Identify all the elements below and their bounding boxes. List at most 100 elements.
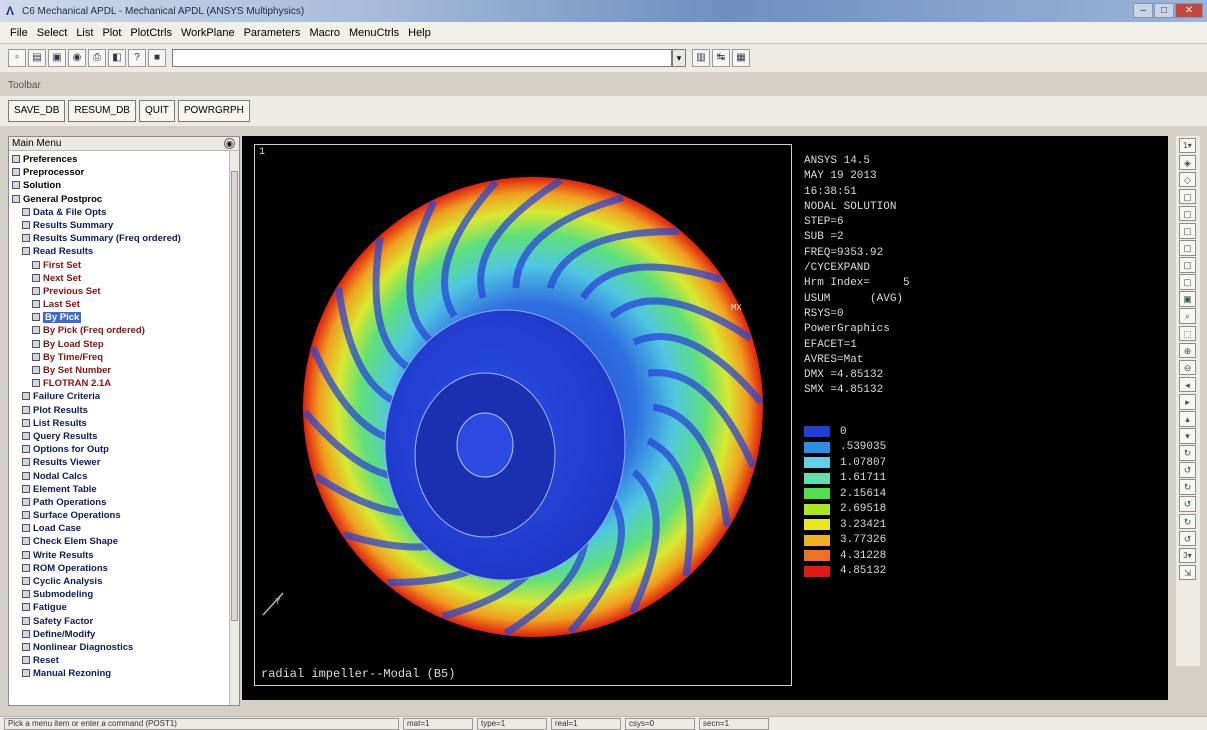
menu-file[interactable]: File — [10, 26, 28, 39]
menu-item[interactable]: Last Set — [12, 298, 239, 311]
menu-item[interactable]: ROM Operations — [12, 562, 239, 575]
menu-item[interactable]: General Postproc — [12, 193, 239, 206]
menu-item[interactable]: First Set — [12, 259, 239, 272]
pan-right-icon[interactable]: ▸ — [1179, 393, 1196, 410]
menu-item[interactable]: Cyclic Analysis — [12, 575, 239, 588]
zoom-rate-selector[interactable]: 3▾ — [1179, 547, 1196, 564]
dynamic-mode-icon[interactable]: ⇲ — [1179, 564, 1196, 581]
pan-left-icon[interactable]: ◂ — [1179, 376, 1196, 393]
top-view-icon[interactable]: ▢ — [1179, 222, 1196, 239]
menu-item[interactable]: Results Viewer — [12, 456, 239, 469]
report-icon[interactable]: ◧ — [108, 49, 126, 67]
menu-macro[interactable]: Macro — [309, 26, 340, 39]
fit-view-icon[interactable]: ▣ — [1179, 291, 1196, 307]
menu-item[interactable]: Options for Outp — [12, 443, 239, 456]
collapse-icon[interactable]: ◉ — [224, 138, 235, 149]
menu-item[interactable]: Fatigue — [12, 601, 239, 614]
left-view-icon[interactable]: ▢ — [1179, 257, 1196, 273]
rotate-y-plus-icon[interactable]: ↻ — [1179, 479, 1196, 495]
save-icon[interactable]: ▣ — [48, 49, 66, 67]
box-zoom-icon[interactable]: ⬚ — [1179, 325, 1196, 342]
menu-item[interactable]: Results Summary (Freq ordered) — [12, 232, 239, 245]
menu-item[interactable]: List Results — [12, 417, 239, 430]
pan-down-icon[interactable]: ▾ — [1179, 428, 1196, 444]
quit-button[interactable]: QUIT — [138, 100, 175, 122]
pan-zoom-icon[interactable]: ◉ — [68, 49, 86, 67]
graphics-window[interactable]: 1 — [242, 136, 1168, 700]
menu-item[interactable]: Check Elem Shape — [12, 535, 239, 548]
menu-item[interactable]: Preferences — [12, 153, 239, 166]
zoom-out-icon[interactable]: ⊖ — [1179, 359, 1196, 376]
rotate-x-minus-icon[interactable]: ↺ — [1179, 462, 1196, 478]
menu-item[interactable]: Results Summary — [12, 219, 239, 232]
maximize-button[interactable]: □ — [1154, 3, 1174, 18]
powergraphics-button[interactable]: POWRGRPH — [177, 100, 250, 122]
window-selector[interactable]: 1▾ — [1179, 137, 1196, 154]
zoom-icon[interactable]: ⌕ — [1179, 308, 1196, 325]
menu-item[interactable]: Surface Operations — [12, 509, 239, 522]
command-window-icon[interactable]: ↹ — [712, 49, 730, 67]
menu-item[interactable]: Path Operations — [12, 496, 239, 509]
menu-plot[interactable]: Plot — [102, 26, 122, 39]
rotate-y-minus-icon[interactable]: ↺ — [1179, 496, 1196, 513]
close-button[interactable]: ✕ — [1175, 3, 1203, 18]
isometric-view-icon[interactable]: ◈ — [1179, 154, 1196, 171]
menu-plotctrls[interactable]: PlotCtrls — [130, 26, 172, 39]
front-view-icon[interactable]: ▢ — [1179, 188, 1196, 205]
menu-item[interactable]: Nodal Calcs — [12, 470, 239, 483]
menu-item[interactable]: By Pick — [12, 311, 239, 324]
menu-parameters[interactable]: Parameters — [243, 26, 301, 39]
minimize-button[interactable]: – — [1133, 3, 1153, 18]
rotate-x-plus-icon[interactable]: ↻ — [1179, 445, 1196, 461]
menu-item[interactable]: Preprocessor — [12, 166, 239, 179]
menu-select[interactable]: Select — [36, 26, 68, 39]
menu-item[interactable]: By Pick (Freq ordered) — [12, 324, 239, 337]
menu-item[interactable]: By Time/Freq — [12, 351, 239, 364]
menu-item[interactable]: Nonlinear Diagnostics — [12, 641, 239, 654]
main-menu-scrollbar[interactable] — [229, 151, 239, 705]
rotate-z-minus-icon[interactable]: ↺ — [1179, 530, 1196, 547]
menu-item[interactable]: Previous Set — [12, 285, 239, 298]
pan-up-icon[interactable]: ▴ — [1179, 411, 1196, 427]
menu-item[interactable]: FLOTRAN 2.1A — [12, 377, 239, 390]
command-history-dropdown[interactable]: ▾ — [672, 49, 686, 67]
menu-item[interactable]: Write Results — [12, 549, 239, 562]
toolbar-toggle-icon[interactable]: ▥ — [692, 49, 710, 67]
help-icon[interactable]: ? — [128, 49, 146, 67]
open-file-icon[interactable]: ▤ — [28, 49, 46, 67]
print-icon[interactable]: ⎙ — [88, 49, 106, 67]
menu-list[interactable]: List — [76, 26, 94, 39]
resume-db-button[interactable]: RESUM_DB — [68, 100, 136, 122]
back-view-icon[interactable]: ▢ — [1179, 205, 1196, 222]
new-file-icon[interactable]: ▫ — [8, 49, 26, 67]
oblique-view-icon[interactable]: ◇ — [1179, 171, 1196, 188]
menu-item[interactable]: Solution — [12, 179, 239, 192]
image-capture-icon[interactable]: ■ — [148, 49, 166, 67]
menu-item[interactable]: Next Set — [12, 272, 239, 285]
menu-item[interactable]: Load Case — [12, 522, 239, 535]
menu-item[interactable]: Manual Rezoning — [12, 667, 239, 680]
bottom-view-icon[interactable]: ▢ — [1179, 240, 1196, 256]
results-icon[interactable]: ▦ — [732, 49, 750, 67]
menu-item[interactable]: Safety Factor — [12, 615, 239, 628]
menu-item[interactable]: Reset — [12, 654, 239, 667]
menu-item[interactable]: Data & File Opts — [12, 206, 239, 219]
menu-menuctrls[interactable]: MenuCtrls — [349, 26, 400, 39]
menu-item[interactable]: By Set Number — [12, 364, 239, 377]
command-input[interactable] — [172, 49, 672, 67]
zoom-in-icon[interactable]: ⊕ — [1179, 342, 1196, 359]
scroll-thumb[interactable] — [231, 171, 238, 621]
right-view-icon[interactable]: ▢ — [1179, 274, 1196, 290]
menu-workplane[interactable]: WorkPlane — [180, 26, 235, 39]
rotate-z-plus-icon[interactable]: ↻ — [1179, 513, 1196, 530]
menu-item[interactable]: Read Results — [12, 245, 239, 258]
menu-item[interactable]: Plot Results — [12, 404, 239, 417]
menu-item[interactable]: Query Results — [12, 430, 239, 443]
menu-item[interactable]: By Load Step — [12, 338, 239, 351]
save-db-button[interactable]: SAVE_DB — [8, 100, 66, 122]
menu-item[interactable]: Define/Modify — [12, 628, 239, 641]
menu-item[interactable]: Element Table — [12, 483, 239, 496]
menu-item[interactable]: Submodeling — [12, 588, 239, 601]
menu-item[interactable]: Failure Criteria — [12, 390, 239, 403]
menu-help[interactable]: Help — [408, 26, 431, 39]
